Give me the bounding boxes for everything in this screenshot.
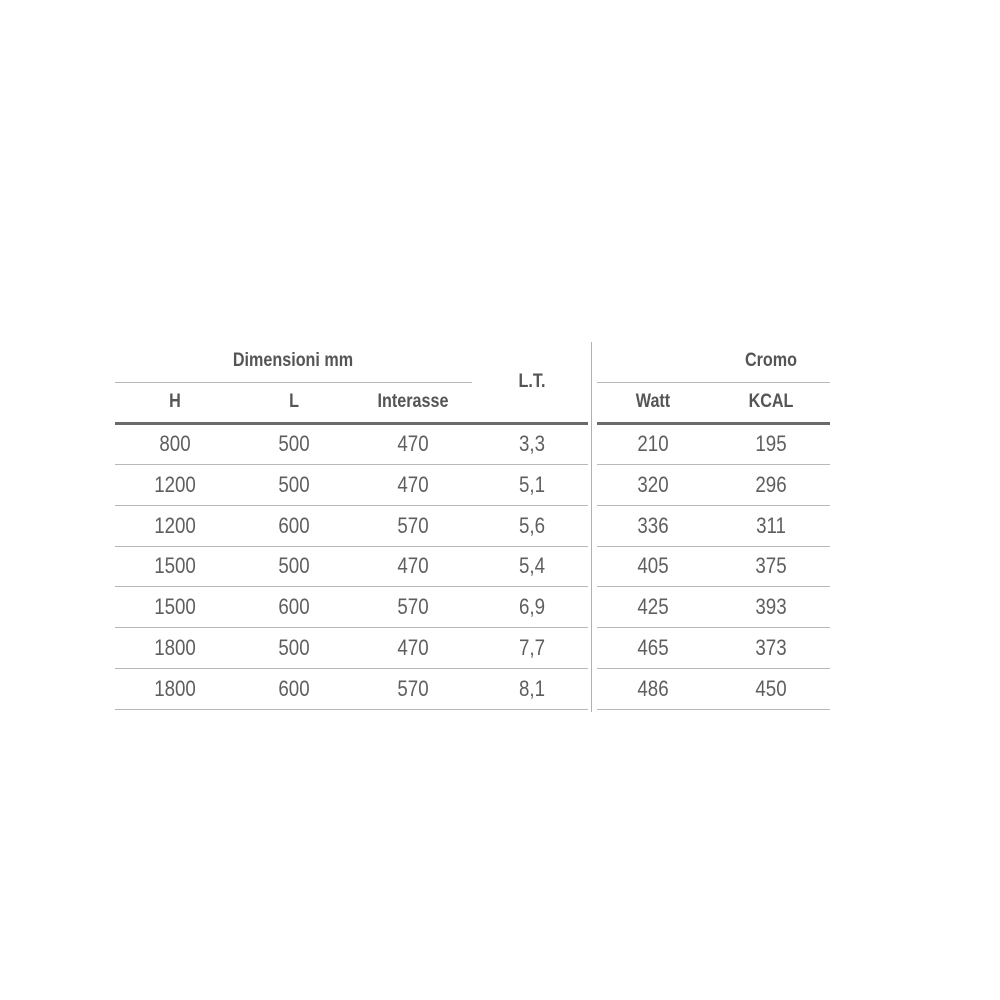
cell-lt: 5,6 <box>518 512 546 538</box>
cell-l: 500 <box>278 553 310 579</box>
column-header-lt: L.T. <box>518 371 546 392</box>
group-divider <box>115 382 472 383</box>
row-divider <box>115 505 588 506</box>
cell-interasse: 570 <box>397 675 429 701</box>
row-divider <box>115 668 588 669</box>
cell-h: 800 <box>159 431 191 456</box>
column-header-interasse: Interasse <box>377 391 449 412</box>
column-divider <box>591 342 592 712</box>
column-header-kcal: KCAL <box>748 391 794 412</box>
row-divider <box>115 546 588 547</box>
cell-watt: 210 <box>637 431 669 456</box>
cell-h: 1800 <box>154 675 196 701</box>
cell-l: 500 <box>278 635 310 660</box>
cell-h: 1800 <box>154 635 196 660</box>
cell-lt: 6,9 <box>518 594 546 620</box>
column-header-h: H <box>169 391 181 412</box>
row-divider <box>597 668 830 669</box>
cell-lt: 8,1 <box>518 675 546 701</box>
cell-l: 500 <box>278 431 310 456</box>
row-divider <box>597 586 830 587</box>
cell-l: 500 <box>278 471 310 497</box>
row-divider <box>597 505 830 506</box>
cell-lt: 7,7 <box>518 635 546 660</box>
row-divider <box>597 627 830 628</box>
cell-watt: 405 <box>637 553 669 579</box>
cell-lt: 5,1 <box>518 471 546 497</box>
cell-interasse: 470 <box>397 553 429 579</box>
cell-interasse: 470 <box>397 635 429 660</box>
cell-watt: 336 <box>637 512 669 538</box>
cell-interasse: 570 <box>397 594 429 620</box>
cell-interasse: 470 <box>397 471 429 497</box>
cell-h: 1200 <box>154 512 196 538</box>
cell-l: 600 <box>278 512 310 538</box>
column-header-l: L <box>289 391 299 412</box>
cell-kcal: 373 <box>755 635 787 660</box>
cell-kcal: 450 <box>755 675 787 701</box>
row-divider <box>115 586 588 587</box>
header-rule <box>115 422 588 425</box>
cell-watt: 320 <box>637 471 669 497</box>
group-header-cromo: Cromo <box>744 350 798 371</box>
row-divider <box>597 546 830 547</box>
row-divider <box>115 464 588 465</box>
row-divider <box>597 464 830 465</box>
cell-kcal: 311 <box>756 512 786 538</box>
cell-kcal: 195 <box>755 431 787 456</box>
row-divider <box>115 627 588 628</box>
cell-interasse: 570 <box>397 512 429 538</box>
cell-kcal: 375 <box>755 553 787 579</box>
cell-interasse: 470 <box>397 431 429 456</box>
cell-watt: 425 <box>637 594 669 620</box>
group-divider <box>597 382 830 383</box>
cell-h: 1200 <box>154 471 196 497</box>
header-rule <box>597 422 830 425</box>
group-header-dimensions: Dimensioni mm <box>232 350 354 371</box>
cell-l: 600 <box>278 675 310 701</box>
cell-lt: 3,3 <box>518 431 546 456</box>
cell-kcal: 296 <box>755 471 787 497</box>
row-divider <box>115 709 588 710</box>
cell-h: 1500 <box>154 553 196 579</box>
cell-lt: 5,4 <box>518 553 546 579</box>
cell-kcal: 393 <box>755 594 787 620</box>
column-header-watt: Watt <box>635 391 671 412</box>
cell-watt: 465 <box>637 635 669 660</box>
row-divider <box>597 709 830 710</box>
cell-l: 600 <box>278 594 310 620</box>
cell-h: 1500 <box>154 594 196 620</box>
cell-watt: 486 <box>637 675 669 701</box>
